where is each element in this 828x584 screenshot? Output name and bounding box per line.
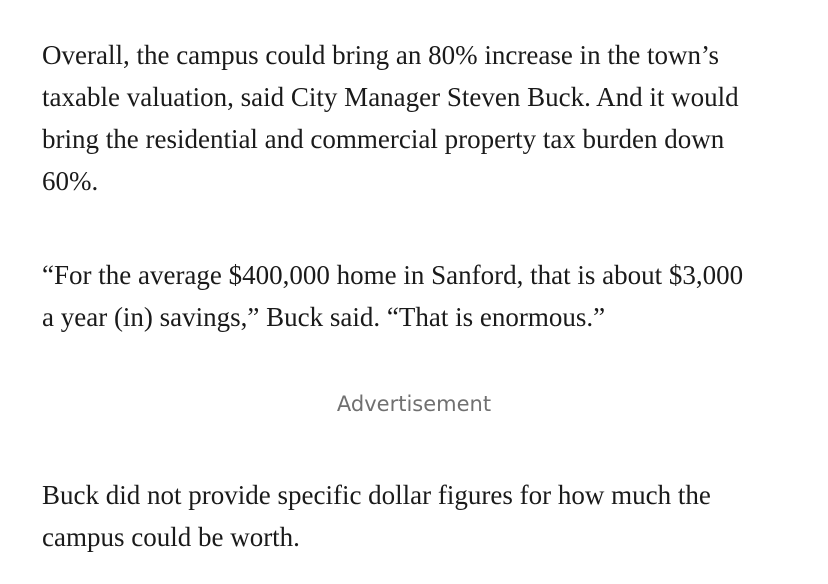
article-paragraph: Buck did not provide specific dollar fig… (42, 474, 711, 558)
paragraph-line: taxable valuation, said City Manager Ste… (42, 82, 739, 112)
paragraph-line: “For the average $400,000 home in Sanfor… (42, 260, 744, 290)
paragraph-line: campus could be worth. (42, 522, 300, 552)
paragraph-line: Buck did not provide specific dollar fig… (42, 480, 711, 510)
paragraph-line: Overall, the campus could bring an 80% i… (42, 40, 720, 70)
paragraph-line: a year (in) savings,” Buck said. “That i… (42, 302, 606, 332)
article-paragraph: Overall, the campus could bring an 80% i… (42, 34, 739, 202)
paragraph-line: 60%. (42, 166, 99, 196)
advertisement-label: Advertisement (336, 392, 492, 416)
article-quote-paragraph: “For the average $400,000 home in Sanfor… (42, 254, 743, 338)
paragraph-line: bring the residential and commercial pro… (42, 124, 725, 154)
